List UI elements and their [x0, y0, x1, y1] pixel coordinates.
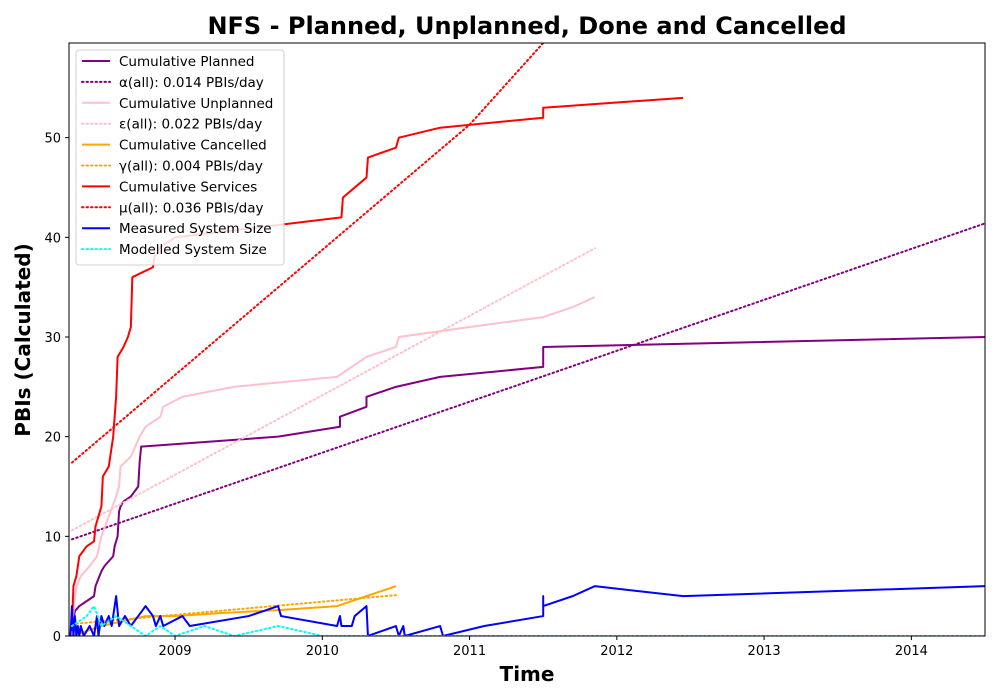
x-tick-label: 2011 [453, 644, 486, 659]
y-tick-label: 50 [44, 132, 61, 147]
legend-label-cumulative-cancelled: Cumulative Cancelled [119, 138, 267, 154]
legend-box [75, 49, 285, 266]
x-tick-label: 2009 [158, 644, 191, 659]
legend-label-cumulative-services: Cumulative Services [119, 179, 257, 195]
axis-ticks: 2009 2010 2011 2012 2013 2014 0 10 20 30 40 50 [44, 132, 927, 659]
series-line-cumulative-unplanned [70, 296, 596, 627]
legend-label-all-0-036-pbis-day: μ(all): 0.036 PBIs/day [119, 200, 263, 216]
legend-label-cumulative-unplanned: Cumulative Unplanned [119, 96, 273, 112]
plot-frame [68, 42, 986, 637]
series-line-all-0-014-pbis-day [70, 222, 985, 541]
legend-label-all-0-014-pbis-day: α(all): 0.014 PBIs/day [119, 75, 264, 91]
x-tick-label: 2013 [748, 644, 781, 659]
y-tick-label: 20 [44, 431, 61, 446]
legend-label-cumulative-planned: Cumulative Planned [119, 54, 255, 70]
x-axis-label: Time [500, 662, 555, 686]
chart-title: NFS - Planned, Unplanned, Done and Cance… [207, 12, 846, 40]
legend-label-modelled-system-size: Modelled System Size [119, 242, 267, 258]
legend: Cumulative Planned α(all): 0.014 PBIs/day… [75, 49, 285, 266]
series-group [69, 43, 985, 636]
legend-label-measured-system-size: Measured System Size [119, 221, 272, 237]
plot-area [68, 42, 986, 637]
y-tick-label: 0 [53, 630, 61, 645]
legend-label-all-0-004-pbis-day: γ(all): 0.004 PBIs/day [119, 159, 263, 175]
x-tick-label: 2012 [600, 644, 633, 659]
series-line-cumulative-services [70, 96, 684, 627]
series-line-all-0-036-pbis-day [70, 43, 545, 464]
series-line-modelled-system-size [70, 605, 985, 636]
series-line-cumulative-cancelled [71, 585, 397, 636]
x-tick-label: 2010 [306, 644, 339, 659]
y-tick-label: 30 [44, 331, 61, 346]
series-line-measured-system-size [69, 585, 985, 636]
y-tick-label: 10 [44, 530, 61, 545]
y-axis-label: PBIs (Calculated) [11, 243, 35, 436]
series-line-all-0-022-pbis-day [70, 247, 596, 532]
y-tick-label: 40 [44, 231, 61, 246]
legend-label-all-0-022-pbis-day: ε(all): 0.022 PBIs/day [119, 117, 262, 133]
x-tick-label: 2014 [895, 644, 928, 659]
